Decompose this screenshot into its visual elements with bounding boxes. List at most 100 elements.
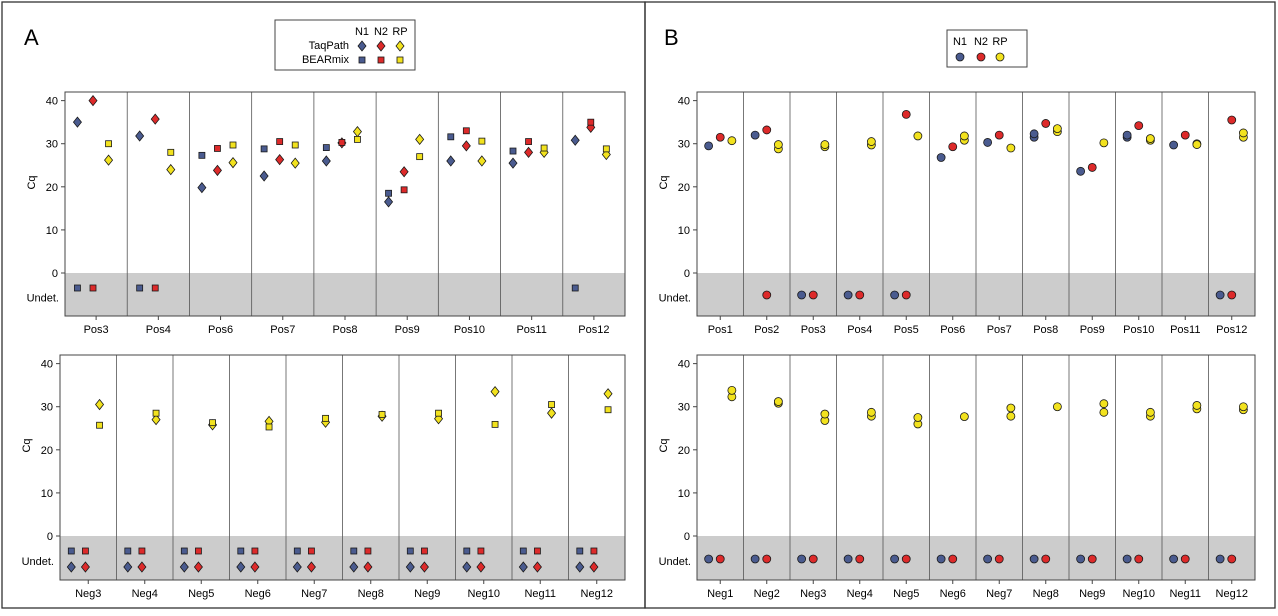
data-point — [293, 547, 301, 555]
data-point — [1041, 554, 1051, 564]
data-point — [1029, 554, 1039, 564]
data-point — [866, 407, 876, 417]
data-point — [570, 134, 580, 146]
y-tick-label: 30 — [46, 139, 58, 151]
data-point — [166, 163, 176, 176]
data-point — [1006, 411, 1016, 421]
x-tick-label: Pos12 — [1216, 324, 1247, 336]
data-point — [237, 547, 245, 555]
x-tick-label: Neg6 — [245, 588, 271, 600]
data-point — [228, 157, 238, 169]
legend-a-header-n2: N2 — [374, 26, 388, 38]
x-tick-label: Pos7 — [270, 324, 295, 336]
data-point — [1145, 134, 1155, 143]
data-point — [587, 118, 595, 126]
data-point — [727, 136, 737, 146]
y-tick-label: 40 — [41, 359, 53, 371]
x-tick-label: Neg8 — [358, 588, 384, 600]
data-point — [762, 554, 772, 564]
data-point — [350, 547, 358, 555]
data-point — [406, 547, 414, 555]
data-point — [983, 138, 993, 147]
y-tick-label: 10 — [41, 488, 53, 500]
data-point — [866, 137, 876, 146]
data-point — [509, 147, 517, 155]
x-tick-label: Pos5 — [894, 324, 919, 336]
y-tick-label: 30 — [678, 139, 690, 151]
data-point — [138, 547, 146, 555]
legend-a-bearmix-n1-marker — [358, 56, 366, 64]
data-point — [1099, 407, 1109, 417]
data-point — [193, 561, 203, 573]
y-tick-label: 10 — [46, 225, 58, 237]
data-point — [1227, 290, 1237, 300]
data-point — [462, 127, 470, 135]
data-point — [321, 155, 331, 167]
data-point — [1180, 130, 1190, 140]
x-tick-label: Pos11 — [516, 324, 546, 336]
data-point — [151, 284, 159, 292]
x-tick-label: Neg5 — [893, 588, 919, 600]
data-point — [265, 423, 273, 431]
plots: 0 10 20 30 40 Undet. Cq Pos3 Pos4 Pos6 Pos7 Pos8 Pos… — [21, 91, 1256, 600]
data-point — [936, 554, 946, 564]
data-point — [250, 561, 260, 573]
data-point — [750, 554, 760, 564]
plot-b-bottom: 0 10 20 30 40 Undet. Cq Neg1 Neg2 Neg3 Neg4 Neg5 Neg… — [658, 354, 1256, 600]
data-point — [308, 547, 315, 555]
x-tick-label: Pos4 — [146, 324, 171, 336]
data-point — [405, 561, 415, 573]
data-point — [576, 547, 584, 555]
x-tick-label: Neg6 — [940, 588, 966, 600]
data-point — [446, 155, 456, 167]
legend-a-header-rp: RP — [392, 26, 407, 38]
data-point — [715, 554, 725, 564]
undet-label: Undet. — [22, 556, 54, 568]
data-point — [590, 547, 598, 555]
data-point — [1029, 129, 1039, 139]
x-tick-label: Neg11 — [524, 588, 556, 600]
data-point — [197, 182, 207, 194]
data-point — [1169, 140, 1179, 150]
plot-frame — [59, 354, 626, 581]
data-point — [180, 547, 188, 555]
data-point — [901, 554, 911, 564]
data-point — [88, 94, 98, 107]
y-tick-label: 20 — [46, 182, 58, 194]
data-point — [67, 547, 75, 555]
data-point — [477, 155, 487, 167]
y-tick-label: 30 — [678, 402, 690, 414]
data-point — [290, 157, 300, 169]
y-tick-label: 10 — [678, 225, 690, 237]
data-point — [82, 547, 89, 555]
x-tick-label: Pos10 — [1123, 324, 1154, 336]
legend-a: N1 N2 RP TaqPath BEARmix — [274, 19, 416, 71]
data-point — [948, 142, 958, 152]
x-tick-label: Pos7 — [987, 324, 1012, 336]
x-tick-label: Pos9 — [395, 324, 420, 336]
data-point — [797, 290, 807, 300]
data-point — [901, 290, 911, 300]
data-point — [1227, 115, 1237, 125]
y-tick-label: 0 — [684, 268, 690, 280]
y-axis-label: Cq — [658, 438, 670, 452]
data-point — [152, 409, 160, 417]
data-point — [519, 547, 527, 555]
data-point — [95, 398, 105, 411]
x-tick-label: Neg11 — [1169, 588, 1201, 600]
data-point — [890, 554, 900, 564]
y-tick-label: 0 — [52, 268, 58, 280]
data-point — [209, 419, 216, 427]
data-point — [384, 196, 394, 208]
data-point — [890, 290, 900, 300]
x-tick-label: Neg2 — [754, 588, 780, 600]
data-point — [137, 561, 147, 573]
data-point — [1099, 399, 1109, 409]
data-point — [1192, 401, 1202, 410]
y-tick-label: 30 — [41, 402, 53, 414]
legend-b-header-rp: RP — [992, 36, 1007, 48]
x-tick-label: Neg5 — [188, 588, 214, 600]
data-point — [385, 189, 392, 197]
x-tick-label: Pos6 — [940, 324, 965, 336]
